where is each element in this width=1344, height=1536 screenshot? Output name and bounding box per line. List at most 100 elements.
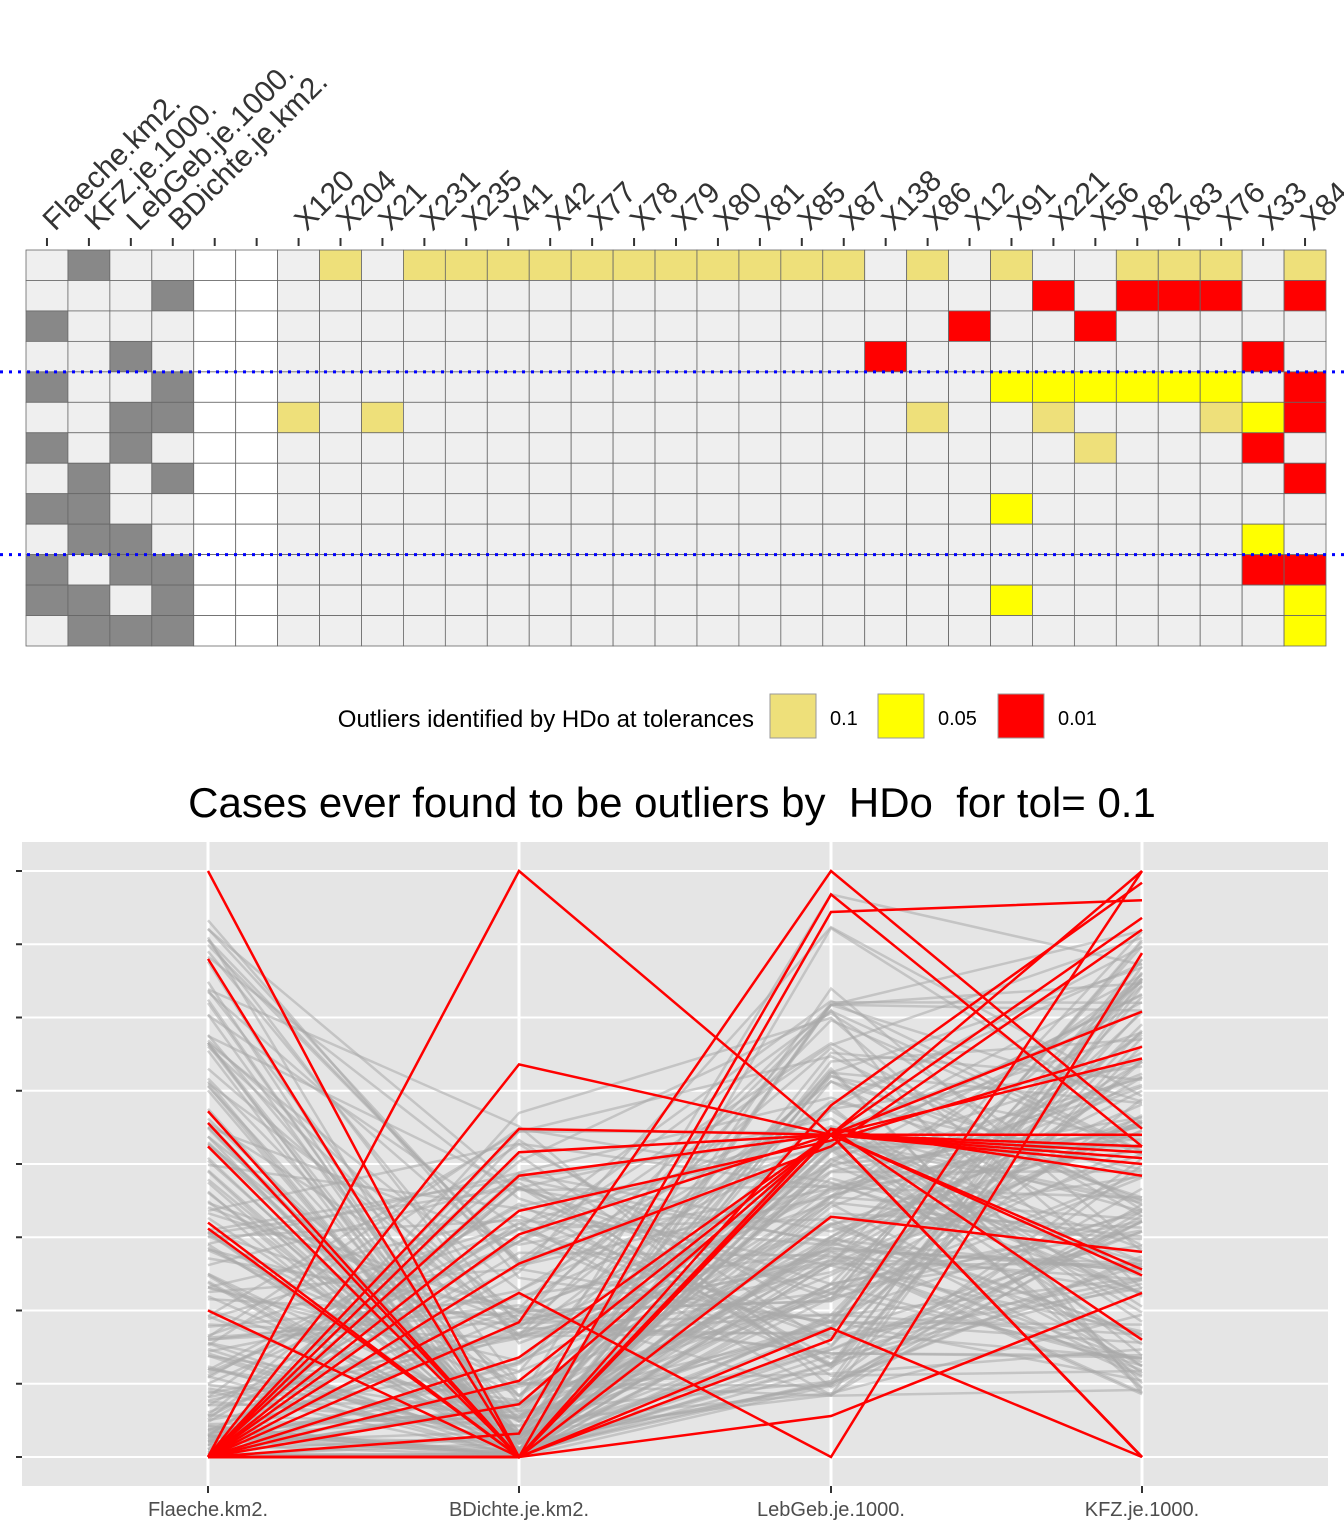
outlier-cell [1199,401,1243,434]
heatmap-cell [444,523,488,556]
outlier-cell [1283,615,1327,647]
background-series-line [207,1251,1143,1452]
spacer-cell [235,554,279,586]
variable-subset-cell [25,615,69,647]
heatmap-cell [612,371,656,403]
heatmap-cell [570,584,614,616]
heatmap-cell [864,554,908,586]
heatmap-cell [1032,584,1075,616]
heatmap-cell [486,523,530,556]
variable-subset-cell [109,432,153,464]
heatmap-cell [1115,432,1159,464]
highlighted-series-line [207,1133,1143,1458]
heatmap-cell [277,584,320,616]
heatmap-cell [780,310,824,342]
heatmap-cell [528,371,572,403]
variable-subset-cell [25,280,69,312]
heatmap-cell [990,462,1033,495]
heatmap-cell [486,462,530,495]
heatmap-cell [528,462,572,495]
spacer-cell [235,280,279,312]
heatmap-cell [990,432,1033,464]
heatmap-cell [277,280,320,312]
heatmap-cell [444,554,488,586]
heatmap-cell [361,432,404,464]
heatmap-cell [654,493,698,525]
highlighted-series-line [207,952,1144,1459]
heatmap-cell [1157,523,1201,556]
heatmap-cell [570,493,614,525]
outlier-cell [738,249,782,281]
outlier-cell [990,249,1033,281]
x-axis-label: BDichte.je.km2. [449,1499,589,1521]
heatmap-cell [864,432,908,464]
heatmap-cell [444,584,488,616]
variable-subset-cell [109,584,153,616]
heatmap-cell [654,615,698,647]
heatmap-cell [1115,615,1159,647]
heatmap-cell [864,615,908,647]
variable-subset-cell [25,554,69,586]
spacer-cell [193,523,237,556]
highlighted-series-line [207,1057,1143,1458]
heatmap-cell [486,310,530,342]
background-series-line [207,939,1143,1301]
heatmap-cell [612,523,656,556]
spacer-cell [193,310,237,342]
variable-subset-cell [67,371,111,403]
heatmap-cell [570,371,614,403]
outlier-cell [1241,523,1285,556]
heatmap-cell [528,493,572,525]
background-series-line [207,1121,1143,1443]
outlier-cell [990,493,1033,525]
heatmap-cell [612,554,656,586]
heatmap-cell [444,310,488,342]
variable-subset-cell [25,493,69,525]
outlier-cell [1283,249,1327,281]
heatmap-cell [486,584,530,616]
heatmap-cell [277,554,320,586]
background-series-line [207,962,1143,1353]
legend-swatch [997,693,1045,739]
heatmap-cell [864,462,908,495]
background-series-line [207,1246,1143,1363]
heatmap-cell [696,554,740,586]
spacer-cell [193,371,237,403]
heatmap-cell [528,340,572,373]
heatmap-cell [403,310,446,342]
heatmap-cell [696,493,740,525]
spacer-cell [193,615,237,647]
column-label: X84 [1295,176,1344,237]
legend-swatch [769,693,817,739]
heatmap-cell [654,310,698,342]
heatmap-cell [570,340,614,373]
outlier-cell [528,249,572,281]
heatmap-cell [654,340,698,373]
heatmap-cell [1073,280,1117,312]
variable-subset-cell [67,401,111,434]
outlier-cell [1115,249,1159,281]
outlier-cell [570,249,614,281]
heatmap-cell [906,523,949,556]
heatmap-cell [738,554,782,586]
heatmap-cell [906,371,949,403]
heatmap-cell [486,401,530,434]
heatmap-cell [864,280,908,312]
spacer-cell [193,340,237,373]
outlier-cell [1032,280,1075,312]
heatmap-cell [1032,462,1075,495]
heatmap-cell [738,462,782,495]
variable-subset-cell [25,401,69,434]
outlier-cell [1283,401,1327,434]
legend-swatch [877,693,925,739]
outlier-cell [1073,310,1117,342]
heatmap-cell [528,523,572,556]
heatmap-cell [361,249,404,281]
heatmap-cell [1241,615,1285,647]
heatmap-cell [1157,310,1201,342]
heatmap-cell [864,523,908,556]
background-series-line [206,1013,1143,1445]
heatmap-cell [654,371,698,403]
heatmap-cell [528,401,572,434]
heatmap-cell [696,310,740,342]
